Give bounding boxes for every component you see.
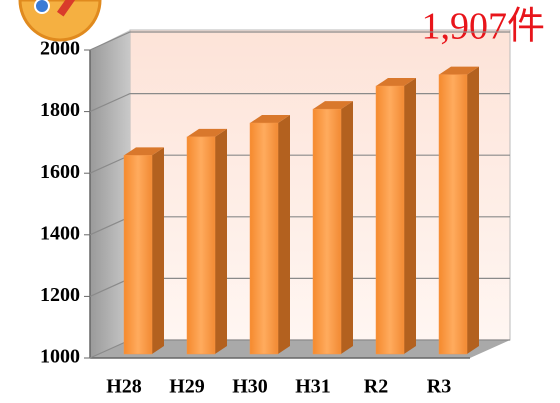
bar-face [152,147,164,354]
bar-face [376,86,404,354]
x-tick-label: H29 [169,376,205,398]
y-tick-label: 2000 [40,38,80,60]
bar-face [313,109,341,354]
decoration [20,0,100,40]
bar-face [467,67,479,354]
bar-face [187,137,215,354]
x-tick-label: H28 [106,376,142,398]
chart: 1,907件 1000 1200 1400 1600 1800 2000 H28 H29 H30… [0,0,560,403]
y-tick-label: 1800 [40,99,80,121]
x-tick-label: R2 [364,376,388,398]
y-tick-label: 1400 [40,222,80,244]
bar [439,67,479,354]
bar-face [404,78,416,354]
y-tick-label: 1000 [40,346,80,368]
x-tick-label: R3 [427,376,451,398]
bar [124,147,164,354]
bar [250,115,290,354]
bar-face [439,75,467,354]
bar-face [124,155,152,354]
x-tick-label: H30 [232,376,268,398]
bar-face [341,101,353,354]
bar [376,78,416,354]
y-tick-label: 1600 [40,161,80,183]
annotation: 1,907件 [421,6,545,48]
bar [187,129,227,354]
bar-face [250,123,278,354]
x-tick-label: H31 [295,376,331,398]
bar-face [278,115,290,354]
bar [313,101,353,354]
y-tick-label: 1200 [40,284,80,306]
bar-face [215,129,227,354]
